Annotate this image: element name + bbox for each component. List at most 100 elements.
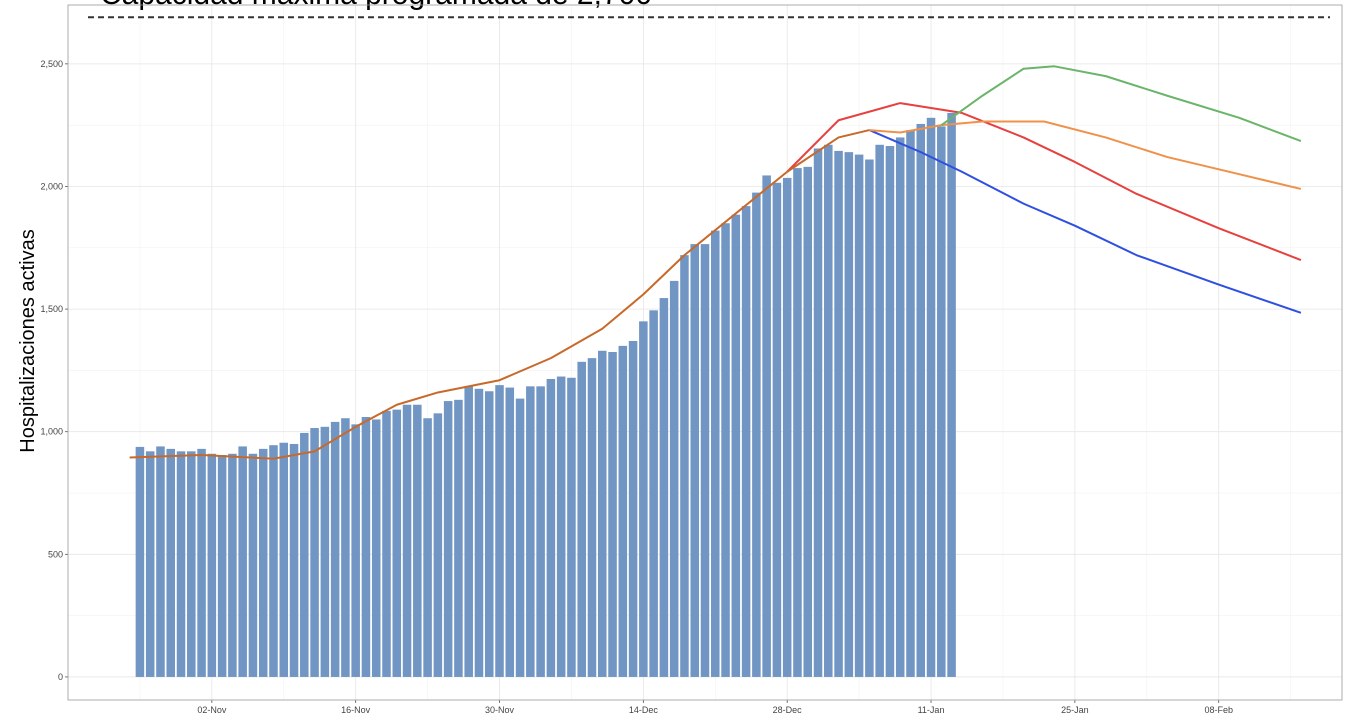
bar xyxy=(197,448,206,677)
x-tick-label: 30-Nov xyxy=(485,705,515,715)
bar xyxy=(947,112,956,677)
y-tick-label: 500 xyxy=(48,549,63,559)
bar xyxy=(135,446,145,677)
bar xyxy=(906,130,915,677)
bar xyxy=(300,432,309,677)
y-tick-label: 1,500 xyxy=(40,304,63,314)
annotation: Capacidad máxima programada de 2,700 xyxy=(100,0,652,11)
bar xyxy=(875,144,884,677)
bar xyxy=(341,418,350,677)
bar xyxy=(711,230,720,677)
bar xyxy=(854,154,864,677)
bar xyxy=(248,453,258,677)
bar xyxy=(156,446,165,677)
x-tick-label: 02-Nov xyxy=(197,705,227,715)
bar xyxy=(176,451,186,677)
bar xyxy=(433,413,443,677)
line xyxy=(940,65,1302,143)
bar xyxy=(361,416,371,677)
bar xyxy=(443,401,453,677)
bar xyxy=(330,421,340,677)
bar xyxy=(937,126,946,677)
bar xyxy=(865,159,874,677)
bar xyxy=(628,340,638,677)
bar xyxy=(824,144,833,677)
bar xyxy=(608,352,617,677)
bar xyxy=(762,175,771,677)
bar xyxy=(731,214,741,677)
bar xyxy=(413,404,422,677)
x-tick-label: 16-Nov xyxy=(341,705,371,715)
bar xyxy=(741,206,751,677)
bar xyxy=(351,424,360,677)
bar xyxy=(371,419,381,677)
bar xyxy=(546,378,556,677)
bar xyxy=(515,398,525,677)
line xyxy=(129,129,870,460)
x-tick-label: 28-Dec xyxy=(773,705,803,715)
bar xyxy=(793,168,802,677)
line xyxy=(786,102,1302,261)
bar xyxy=(916,123,926,677)
bar xyxy=(495,385,504,677)
bar xyxy=(813,148,823,677)
bar xyxy=(844,152,854,677)
bar xyxy=(649,310,658,677)
bar xyxy=(269,445,278,677)
bar xyxy=(289,443,299,677)
bar xyxy=(587,358,597,677)
bar xyxy=(382,410,391,677)
bar xyxy=(505,387,515,677)
y-tick-label: 1,000 xyxy=(40,427,63,437)
bar xyxy=(464,386,473,677)
bar xyxy=(895,137,905,677)
bar xyxy=(238,446,247,677)
y-axis-label: Hospitalizaciones activas xyxy=(17,229,39,452)
bar xyxy=(669,280,679,677)
bar xyxy=(834,150,843,677)
bar xyxy=(166,448,176,677)
bar xyxy=(803,166,813,677)
bar xyxy=(567,377,576,677)
bar xyxy=(392,409,402,677)
bar xyxy=(700,244,710,677)
bar xyxy=(690,244,699,677)
bar xyxy=(187,451,196,677)
bar xyxy=(258,448,268,677)
bar xyxy=(597,350,607,677)
x-tick-label: 08-Feb xyxy=(1204,705,1233,715)
bar xyxy=(526,386,535,677)
bar xyxy=(207,453,217,677)
panel-border xyxy=(67,4,1343,701)
bar xyxy=(556,376,566,677)
bar xyxy=(310,428,319,677)
line xyxy=(868,129,1302,314)
bar xyxy=(618,345,628,677)
bar xyxy=(772,182,782,677)
bar xyxy=(926,117,936,677)
bar xyxy=(402,404,412,677)
bar xyxy=(145,451,155,677)
bar xyxy=(320,426,330,677)
bar xyxy=(536,386,545,677)
y-tick-label: 2,500 xyxy=(40,59,63,69)
bar xyxy=(423,418,432,677)
bar xyxy=(752,192,761,677)
bar xyxy=(217,455,227,677)
x-tick-label: 25-Jan xyxy=(1061,705,1089,715)
x-tick-label: 11-Jan xyxy=(918,705,945,715)
bar xyxy=(454,399,463,677)
bar xyxy=(680,255,689,677)
y-tick-label: 0 xyxy=(58,672,63,682)
y-tick-label: 2,000 xyxy=(40,181,63,191)
bar xyxy=(639,321,648,677)
bar xyxy=(279,442,289,677)
line xyxy=(869,120,1302,190)
bar xyxy=(885,146,895,677)
bar xyxy=(228,453,237,677)
bar xyxy=(577,361,586,677)
bar xyxy=(474,388,484,677)
bar xyxy=(659,298,669,677)
bar xyxy=(782,177,792,677)
